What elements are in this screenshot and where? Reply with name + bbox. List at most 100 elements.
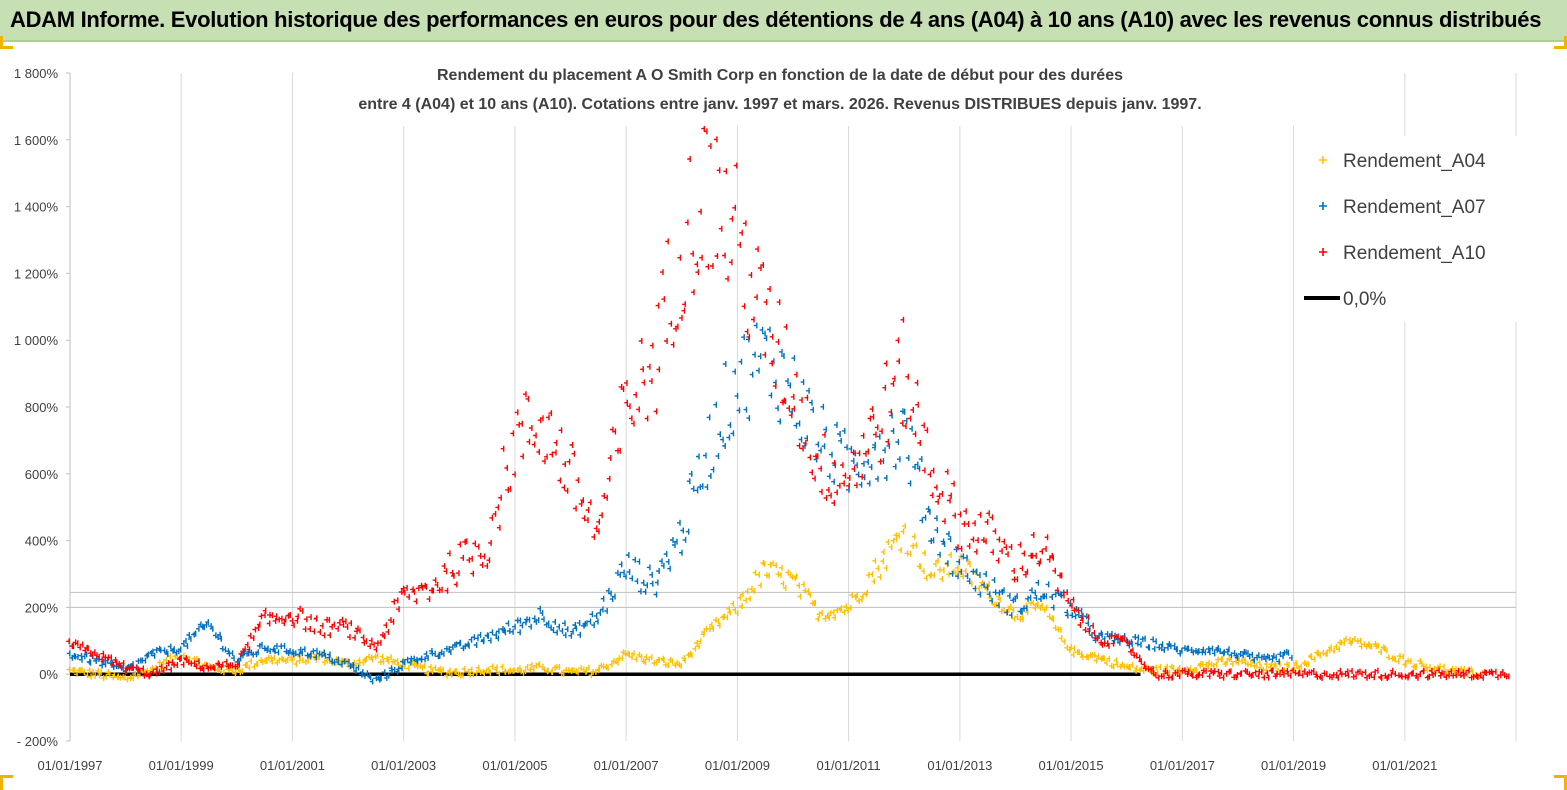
x-tick-label: 01/01/1999 [149, 758, 214, 773]
series-point-cluster [123, 663, 151, 680]
y-tick-label: - 200% [17, 734, 59, 749]
series-point-cluster [734, 559, 765, 617]
frame-corner-top-left [0, 36, 13, 49]
series-point-cluster [566, 442, 598, 540]
series-point-cluster [624, 338, 653, 427]
series-point-cluster [1457, 667, 1510, 681]
x-tick-label: 01/01/2019 [1261, 758, 1326, 773]
x-tick-label: 01/01/2017 [1150, 758, 1215, 773]
series-point-cluster [428, 641, 458, 660]
series-point-cluster [1069, 596, 1098, 642]
axis-layer: 01/01/1997 01/01/1999 01/01/2001 01/01/2003… [14, 66, 1437, 773]
series-point-cluster [1039, 602, 1071, 653]
frame-corner-bottom-right [1554, 775, 1567, 790]
series-point-cluster [511, 661, 541, 676]
series-point-cluster [1347, 635, 1377, 650]
series-layer [66, 125, 1510, 685]
series-point-cluster [484, 430, 515, 569]
series-point-cluster [762, 286, 793, 419]
series-point-cluster [733, 162, 764, 340]
series-point-cluster [344, 620, 375, 650]
series-point-cluster [818, 403, 848, 485]
x-tick-label: 01/01/2021 [1372, 758, 1437, 773]
header-bar: ADAM Informe. Evolution historique des p… [0, 0, 1567, 42]
series-point-cluster [150, 643, 180, 659]
series-point-cluster [900, 316, 932, 478]
series-point-cluster [1011, 599, 1042, 623]
series-point-cluster [261, 642, 291, 656]
chart-title-layer: Rendement du placement A O Smith Corp en… [318, 56, 1324, 126]
x-tick-label: 01/01/1997 [37, 758, 102, 773]
series-point-cluster [706, 361, 736, 479]
series-point-cluster [429, 550, 458, 594]
legend-label: Rendement_A10 [1343, 243, 1486, 264]
series-point-cluster [1040, 581, 1069, 619]
series-point-cluster [317, 616, 347, 639]
series-point-cluster [901, 408, 931, 524]
series-point-cluster [873, 337, 904, 465]
series-point-cluster [455, 664, 485, 679]
series-point-cluster [399, 650, 429, 666]
series-point-cluster [872, 532, 902, 580]
series-point-cluster [456, 631, 485, 652]
series-point-cluster [94, 650, 125, 669]
series-point-cluster [651, 655, 681, 669]
series-point-cluster [1151, 638, 1181, 657]
y-tick-label: 1 400% [14, 200, 59, 215]
series-point-cluster [622, 650, 653, 665]
series-rendement_a10 [66, 125, 1510, 682]
series-point-cluster [290, 646, 318, 661]
y-tick-label: 600% [25, 467, 59, 482]
chart-title-line-1: Rendement du placement A O Smith Corp en… [437, 67, 1123, 84]
series-point-cluster [316, 649, 346, 668]
series-point-cluster [539, 610, 569, 639]
legend-swatch-rendement_a04 [1319, 156, 1327, 164]
series-point-cluster [1262, 648, 1293, 665]
series-point-cluster [150, 656, 181, 677]
series-point-cluster [66, 666, 96, 680]
legend-swatch-rendement_a10 [1319, 248, 1327, 256]
series-point-cluster [678, 625, 708, 669]
series-point-cluster [1150, 668, 1181, 681]
series-point-cluster [205, 619, 235, 662]
series-point-cluster [1178, 645, 1210, 656]
series-point-cluster [1402, 657, 1431, 674]
series-point-cluster [928, 551, 959, 582]
series-point-cluster [816, 603, 848, 622]
series-point-cluster [929, 467, 959, 551]
series-point-cluster [956, 553, 987, 598]
series-point-cluster [234, 613, 263, 670]
legend-label: 0,0% [1343, 289, 1386, 310]
series-point-cluster [595, 561, 625, 625]
series-point-cluster [984, 581, 1015, 617]
series-point-cluster [1345, 667, 1403, 682]
series-point-cluster [707, 600, 736, 633]
x-tick-label: 01/01/2011 [817, 758, 881, 773]
report-title: ADAM Informe. Evolution historique des p… [10, 7, 1542, 32]
series-point-cluster [789, 573, 820, 622]
series-point-cluster [400, 582, 431, 605]
y-tick-label: 0% [39, 667, 58, 682]
series-point-cluster [1039, 534, 1069, 604]
series-point-cluster [595, 649, 625, 674]
series-point-cluster [512, 605, 541, 636]
series-point-cluster [289, 605, 318, 635]
series-point-cluster [373, 589, 403, 653]
series-point-cluster [649, 238, 682, 415]
series-point-cluster [790, 371, 819, 482]
legend-label: Rendement_A07 [1343, 197, 1486, 218]
series-point-cluster [178, 655, 208, 673]
series-point-cluster [1206, 655, 1237, 669]
series-point-cluster [1234, 667, 1292, 681]
series-point-cluster [789, 355, 820, 463]
series-point-cluster [373, 665, 403, 683]
series-point-cluster [818, 431, 847, 506]
x-tick-label: 01/01/2003 [371, 758, 436, 773]
x-tick-label: 01/01/2015 [1039, 758, 1104, 773]
series-point-cluster [484, 620, 514, 644]
series-point-cluster [596, 383, 625, 535]
series-point-cluster [66, 638, 96, 659]
series-point-cluster [1011, 532, 1042, 583]
series-point-cluster [346, 658, 374, 685]
